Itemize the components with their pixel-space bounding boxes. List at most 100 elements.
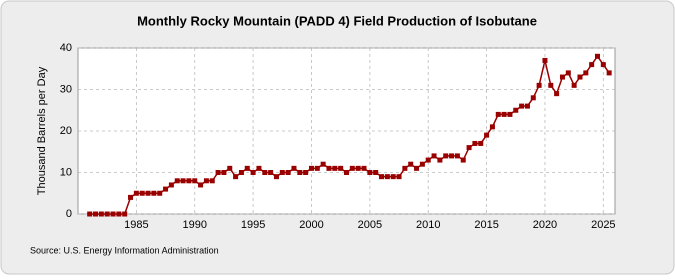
data-point — [291, 165, 297, 171]
data-point — [128, 194, 134, 200]
y-axis-label: Thousand Barrels per Day — [36, 66, 48, 195]
x-tick-label: 2005 — [358, 219, 382, 231]
data-point — [449, 153, 455, 159]
y-tick-label: 0 — [66, 208, 72, 220]
data-point — [443, 153, 449, 159]
data-point — [402, 165, 408, 171]
data-point — [273, 174, 279, 180]
data-point — [519, 103, 525, 109]
y-tick-label: 30 — [60, 83, 72, 95]
y-tick-label: 10 — [60, 166, 72, 178]
data-point — [326, 165, 332, 171]
x-tick-label: 2025 — [591, 219, 615, 231]
data-point — [554, 91, 560, 97]
data-point — [308, 165, 314, 171]
data-point — [344, 170, 349, 175]
data-point — [215, 170, 221, 175]
data-point — [93, 211, 99, 217]
data-point — [145, 190, 151, 196]
data-point — [472, 140, 478, 146]
y-tick-label: 20 — [60, 125, 72, 137]
data-point — [192, 178, 198, 184]
data-point — [594, 53, 600, 59]
data-point — [186, 178, 192, 184]
data-point — [122, 211, 128, 217]
data-point — [495, 111, 501, 117]
data-point — [285, 170, 291, 175]
data-point — [425, 157, 431, 163]
data-point — [221, 170, 227, 175]
data-point — [256, 165, 262, 171]
data-point — [542, 57, 548, 63]
data-point — [431, 153, 437, 159]
data-point — [104, 211, 110, 217]
data-point — [233, 174, 239, 180]
data-point — [133, 190, 139, 196]
data-point — [548, 82, 554, 88]
data-point — [198, 182, 204, 188]
data-point — [384, 174, 390, 180]
data-point — [98, 211, 104, 217]
x-tick-label: 1985 — [124, 219, 148, 231]
data-point — [501, 111, 507, 117]
data-point — [408, 161, 414, 167]
data-point — [414, 165, 420, 171]
x-tick-label: 2000 — [299, 219, 323, 231]
data-point — [163, 186, 169, 192]
data-point — [349, 165, 355, 171]
data-point — [489, 124, 495, 130]
data-point — [151, 190, 157, 196]
data-point — [139, 190, 145, 196]
x-tick-label: 2015 — [474, 219, 498, 231]
data-point — [332, 165, 338, 171]
data-point — [320, 161, 326, 167]
data-point — [478, 140, 484, 146]
data-point — [583, 70, 589, 76]
data-point — [361, 165, 367, 171]
x-tick-label: 1990 — [182, 219, 206, 231]
data-point — [437, 157, 443, 163]
plot-area — [77, 47, 616, 215]
data-point — [355, 165, 361, 171]
data-point — [110, 211, 116, 217]
data-point — [87, 211, 93, 217]
data-point — [379, 174, 385, 180]
data-point — [454, 153, 460, 159]
data-point — [116, 211, 122, 217]
data-point — [203, 178, 209, 184]
data-point — [268, 170, 274, 175]
data-point — [507, 111, 513, 117]
data-point — [250, 170, 256, 175]
x-tick-label: 1995 — [241, 219, 265, 231]
data-point — [303, 170, 309, 175]
data-point — [314, 165, 320, 171]
source: Source: U.S. Energy Information Administ… — [30, 245, 219, 255]
data-point — [338, 165, 344, 171]
data-point — [577, 74, 583, 80]
data-point — [460, 157, 466, 163]
x-tick-label: 2010 — [416, 219, 440, 231]
data-point — [565, 70, 571, 76]
data-point — [571, 82, 577, 88]
data-point — [484, 132, 490, 138]
data-point — [390, 174, 396, 180]
data-point — [600, 62, 606, 68]
data-point — [524, 103, 530, 109]
data-point — [157, 190, 163, 196]
data-point — [419, 161, 425, 167]
data-point — [238, 170, 244, 175]
data-point — [297, 170, 303, 175]
data-point — [606, 70, 612, 76]
x-tick-label: 2020 — [533, 219, 557, 231]
data-point — [279, 170, 285, 175]
data-point — [168, 182, 174, 188]
data-point — [396, 174, 402, 180]
data-point — [244, 165, 250, 171]
data-point — [180, 178, 186, 184]
data-point — [262, 170, 268, 175]
chart-title: Monthly Rocky Mountain (PADD 4) Field Pr… — [137, 13, 537, 28]
data-point — [559, 74, 565, 80]
data-point — [536, 82, 542, 88]
data-point — [174, 178, 180, 184]
